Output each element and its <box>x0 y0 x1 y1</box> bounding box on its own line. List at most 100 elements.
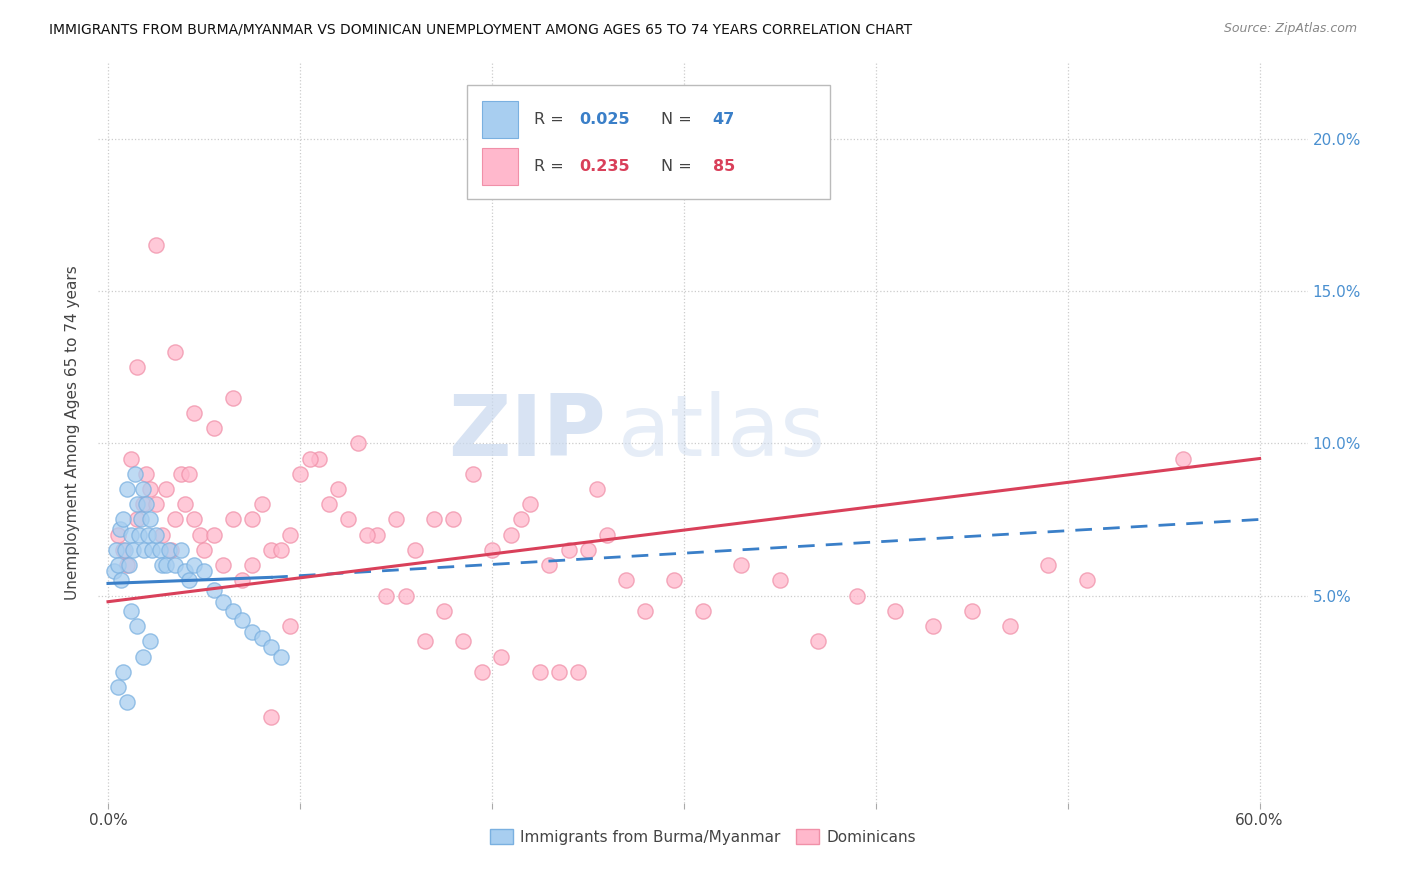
Point <box>145 497 167 511</box>
Point <box>188 527 211 541</box>
Point <box>385 512 408 526</box>
Point <box>1076 574 1098 588</box>
Text: N =: N = <box>661 159 696 174</box>
Point <box>922 619 945 633</box>
Point <box>125 512 148 526</box>
Point <box>103 564 125 578</box>
Point <box>1171 451 1194 466</box>
Text: R =: R = <box>534 112 568 127</box>
Point <box>998 619 1021 633</box>
Point <box>183 558 205 573</box>
Point <box>529 665 551 679</box>
Text: ZIP: ZIP <box>449 391 606 475</box>
Point <box>664 574 686 588</box>
Point <box>240 558 263 573</box>
Text: 0.235: 0.235 <box>579 159 630 174</box>
Point <box>115 695 138 709</box>
Point <box>614 574 637 588</box>
Point <box>960 604 983 618</box>
Point <box>125 497 148 511</box>
Point <box>596 527 619 541</box>
Point <box>177 467 200 481</box>
Point <box>183 406 205 420</box>
Point <box>139 482 162 496</box>
Point <box>129 512 152 526</box>
Point <box>139 512 162 526</box>
Point <box>222 604 245 618</box>
Point <box>413 634 436 648</box>
Point <box>308 451 330 466</box>
Point <box>260 640 283 655</box>
Point <box>240 512 263 526</box>
Point <box>104 543 127 558</box>
Point <box>481 543 503 558</box>
Text: 0.025: 0.025 <box>579 112 630 127</box>
Point <box>884 604 907 618</box>
Point <box>177 574 200 588</box>
Point <box>260 710 283 724</box>
Point <box>461 467 484 481</box>
Point <box>122 543 145 558</box>
Point <box>336 512 359 526</box>
Point <box>298 451 321 466</box>
Point <box>141 543 163 558</box>
Point <box>433 604 456 618</box>
Point <box>499 527 522 541</box>
Point <box>576 543 599 558</box>
Point <box>173 497 195 511</box>
Point <box>112 543 135 558</box>
Point <box>366 527 388 541</box>
Point <box>567 665 589 679</box>
Point <box>346 436 368 450</box>
Point <box>120 604 142 618</box>
Point <box>150 527 173 541</box>
Point <box>124 467 146 481</box>
Point <box>328 482 350 496</box>
FancyBboxPatch shape <box>467 85 830 200</box>
Point <box>443 512 465 526</box>
Point <box>112 512 135 526</box>
Bar <box>482 101 517 138</box>
Point <box>170 467 193 481</box>
Point <box>288 467 311 481</box>
Point <box>250 632 273 646</box>
Point <box>280 619 302 633</box>
Point <box>120 451 142 466</box>
Point <box>155 482 177 496</box>
Point <box>1038 558 1060 573</box>
Point <box>115 558 138 573</box>
Point <box>107 527 129 541</box>
Text: 47: 47 <box>713 112 735 127</box>
Text: atlas: atlas <box>619 391 827 475</box>
Point <box>769 574 792 588</box>
Point <box>145 527 167 541</box>
Point <box>375 589 398 603</box>
Bar <box>482 147 517 185</box>
Point <box>134 543 156 558</box>
Point <box>231 613 253 627</box>
Point <box>193 564 215 578</box>
Text: R =: R = <box>534 159 568 174</box>
Point <box>120 527 142 541</box>
Legend: Immigrants from Burma/Myanmar, Dominicans: Immigrants from Burma/Myanmar, Dominican… <box>484 822 922 851</box>
Point <box>451 634 474 648</box>
Point <box>260 543 283 558</box>
Point <box>586 482 609 496</box>
Point <box>404 543 426 558</box>
Point <box>557 543 579 558</box>
Point <box>128 527 150 541</box>
Point <box>250 497 273 511</box>
Point <box>270 543 292 558</box>
Point <box>270 649 292 664</box>
Point <box>202 421 225 435</box>
Point <box>110 574 132 588</box>
Point <box>538 558 561 573</box>
Y-axis label: Unemployment Among Ages 65 to 74 years: Unemployment Among Ages 65 to 74 years <box>65 265 80 600</box>
Point <box>160 543 183 558</box>
Point <box>165 558 187 573</box>
Point <box>730 558 752 573</box>
Point <box>845 589 868 603</box>
Point <box>240 625 263 640</box>
Point <box>509 512 531 526</box>
Point <box>807 634 830 648</box>
